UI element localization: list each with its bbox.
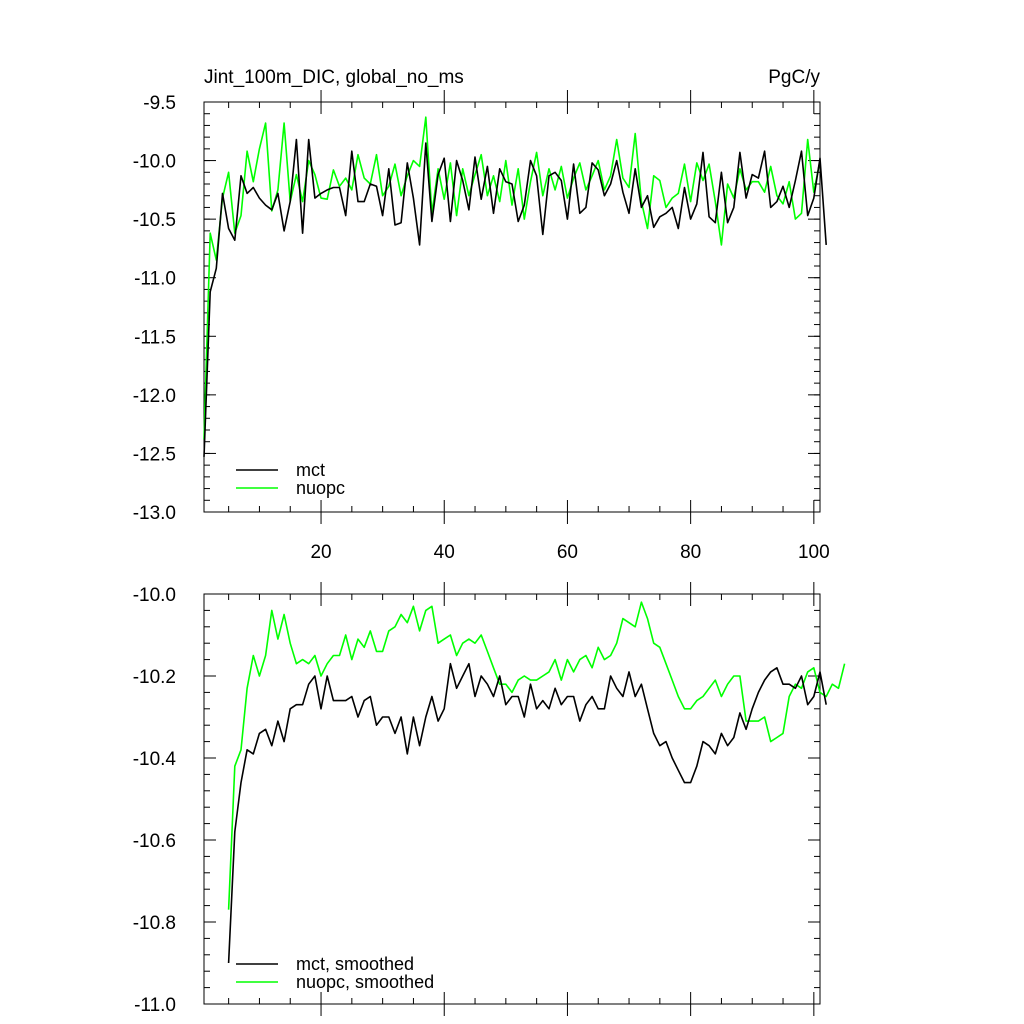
x-tick-label: 80 [680,542,701,563]
y-tick-label: -9.5 [143,93,176,114]
y-tick-label: -13.0 [133,503,176,524]
y-tick-label: -12.0 [133,386,176,407]
y-tick-label: -11.5 [134,327,176,348]
y-tick-label: -10.6 [133,831,176,852]
y-tick-label: -11.0 [134,269,176,290]
x-tick-label: 100 [798,542,830,563]
legend-label: nuopc, smoothed [296,972,434,992]
legend-label: mct, smoothed [296,954,414,974]
series-line-mct [203,138,827,457]
y-tick-label: -12.5 [133,444,176,465]
series-line-nuopc [203,116,821,440]
top-panel-title: Jint_100m_DIC, global_no_ms [204,67,464,88]
top-panel-units: PgC/y [768,67,820,88]
plot-frame [203,101,821,513]
series-line-nuopc-smoothed [227,601,846,910]
y-tick-label: -11.0 [134,995,176,1016]
legend-label: mct [296,460,325,480]
bottom-panel: -10.0 -10.2 -10.4 -10.6 -10.8 -11.0 mct, smoot… [133,582,846,1016]
y-tick-label: -10.4 [133,749,177,770]
y-tick-label: -10.8 [133,913,176,934]
x-tick-label: 20 [310,542,331,563]
y-tick-label: -10.5 [133,210,176,231]
x-tick-label: 60 [557,542,578,563]
top-panel: Jint_100m_DIC, global_no_ms PgC/y 20 40 60… [133,67,830,563]
legend-label: nuopc [296,478,345,498]
x-tick-label: 40 [434,542,455,563]
y-tick-label: -10.0 [133,152,176,173]
plot-frame [203,593,821,1005]
series-line-mct-smoothed [227,662,827,964]
y-tick-label: -10.2 [133,667,176,688]
y-tick-label: -10.0 [133,585,176,606]
